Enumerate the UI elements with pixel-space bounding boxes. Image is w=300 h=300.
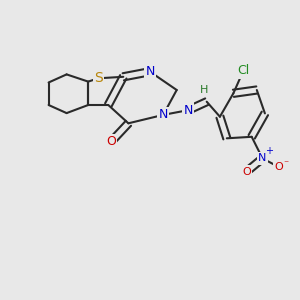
Text: N: N <box>184 103 193 117</box>
Text: H: H <box>200 85 208 95</box>
Text: N: N <box>258 153 267 164</box>
Text: N: N <box>145 65 155 78</box>
Text: O: O <box>106 135 116 148</box>
Text: O: O <box>274 162 283 172</box>
Text: N: N <box>158 108 168 122</box>
Text: Cl: Cl <box>237 64 249 77</box>
Text: +: + <box>265 146 273 156</box>
Text: S: S <box>94 71 103 85</box>
Text: ⁻: ⁻ <box>283 159 289 169</box>
Text: O: O <box>242 167 251 177</box>
